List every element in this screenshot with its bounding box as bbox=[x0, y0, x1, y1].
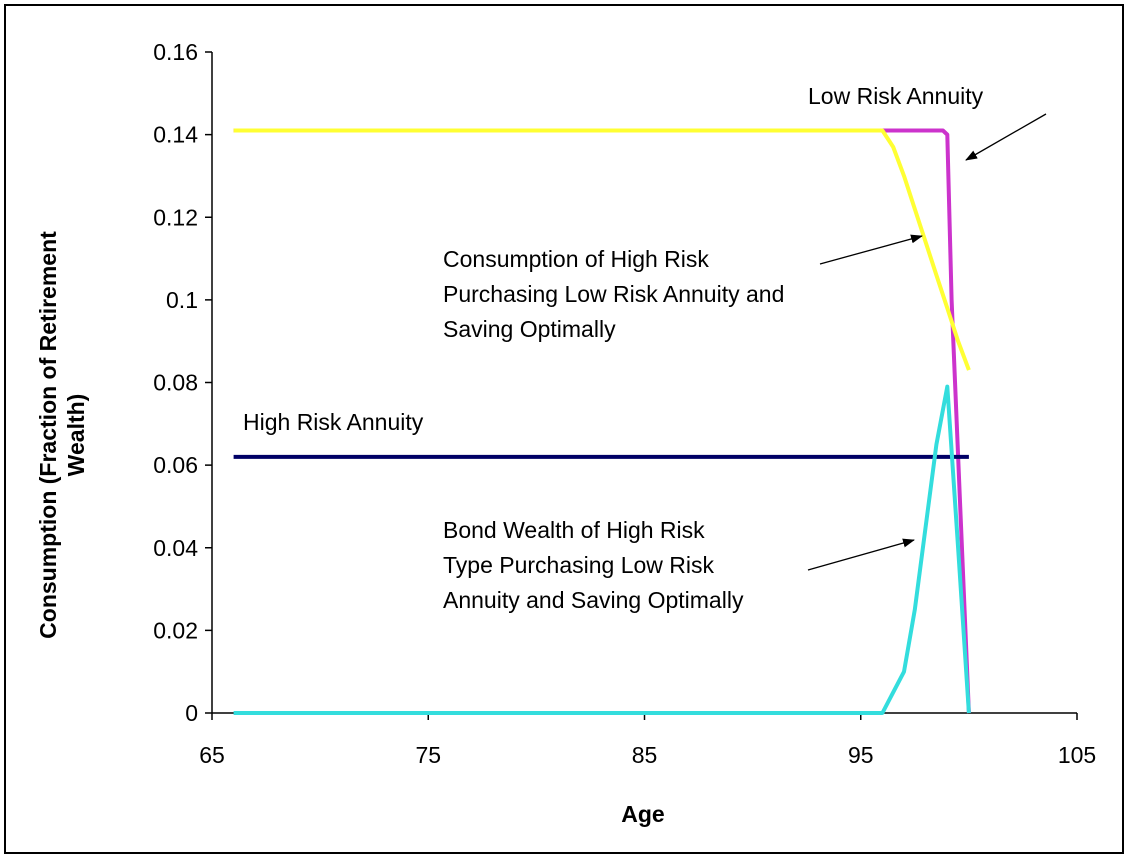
x-tick-label: 105 bbox=[1058, 742, 1096, 768]
y-axis-title: Consumption (Fraction of Retirement Weal… bbox=[35, 231, 89, 639]
annotation-bond-wealth-label-line-2: Type Purchasing Low Risk bbox=[443, 552, 715, 578]
y-axis-title-line-2: Wealth) bbox=[63, 394, 89, 477]
series-line-low-risk-annuity bbox=[233, 128, 971, 714]
x-tick-label: 85 bbox=[632, 742, 658, 768]
y-tick-label: 0.1 bbox=[166, 287, 198, 313]
y-tick-label: 0.08 bbox=[153, 370, 198, 396]
annotation-low-risk-annuity-label: Low Risk Annuity bbox=[808, 83, 984, 109]
annotation-consumption-arrow bbox=[819, 234, 923, 265]
annotation-bond-wealth-arrow bbox=[807, 538, 915, 571]
series-group bbox=[233, 128, 971, 715]
annotation-high-risk-annuity-label: High Risk Annuity bbox=[243, 409, 424, 435]
x-axis-ticks: 65 75 85 95 105 bbox=[199, 713, 1096, 768]
annotation-consumption-label-line-2: Purchasing Low Risk Annuity and bbox=[443, 281, 784, 307]
y-tick-label: 0.06 bbox=[153, 452, 198, 478]
annotation-bond-wealth-label-line-3: Annuity and Saving Optimally bbox=[443, 587, 744, 613]
x-axis-title: Age bbox=[621, 801, 664, 827]
annotation-bond-wealth-label-line-1: Bond Wealth of High Risk bbox=[443, 517, 705, 543]
series-line-bond-wealth-high-risk bbox=[233, 384, 971, 715]
y-tick-label: 0.12 bbox=[153, 204, 198, 230]
y-axis-ticks: 0 0.02 0.04 0.06 0.08 0.1 0.12 0.14 0.16 bbox=[153, 39, 212, 726]
x-tick-label: 95 bbox=[848, 742, 874, 768]
y-axis-title-line-1: Consumption (Fraction of Retirement bbox=[35, 231, 61, 639]
annotation-consumption-label-line-1: Consumption of High Risk bbox=[443, 246, 709, 272]
y-tick-label: 0.04 bbox=[153, 535, 198, 561]
y-tick-label: 0.14 bbox=[153, 122, 198, 148]
y-tick-label: 0.02 bbox=[153, 617, 198, 643]
series-line-consumption-high-risk-low-annuity bbox=[233, 128, 971, 371]
annotation-low-risk-annuity-arrow bbox=[965, 113, 1047, 161]
x-tick-label: 65 bbox=[199, 742, 225, 768]
x-tick-label: 75 bbox=[415, 742, 441, 768]
y-tick-label: 0 bbox=[185, 700, 198, 726]
y-tick-label: 0.16 bbox=[153, 39, 198, 65]
annotation-consumption-label-line-3: Saving Optimally bbox=[443, 316, 616, 342]
